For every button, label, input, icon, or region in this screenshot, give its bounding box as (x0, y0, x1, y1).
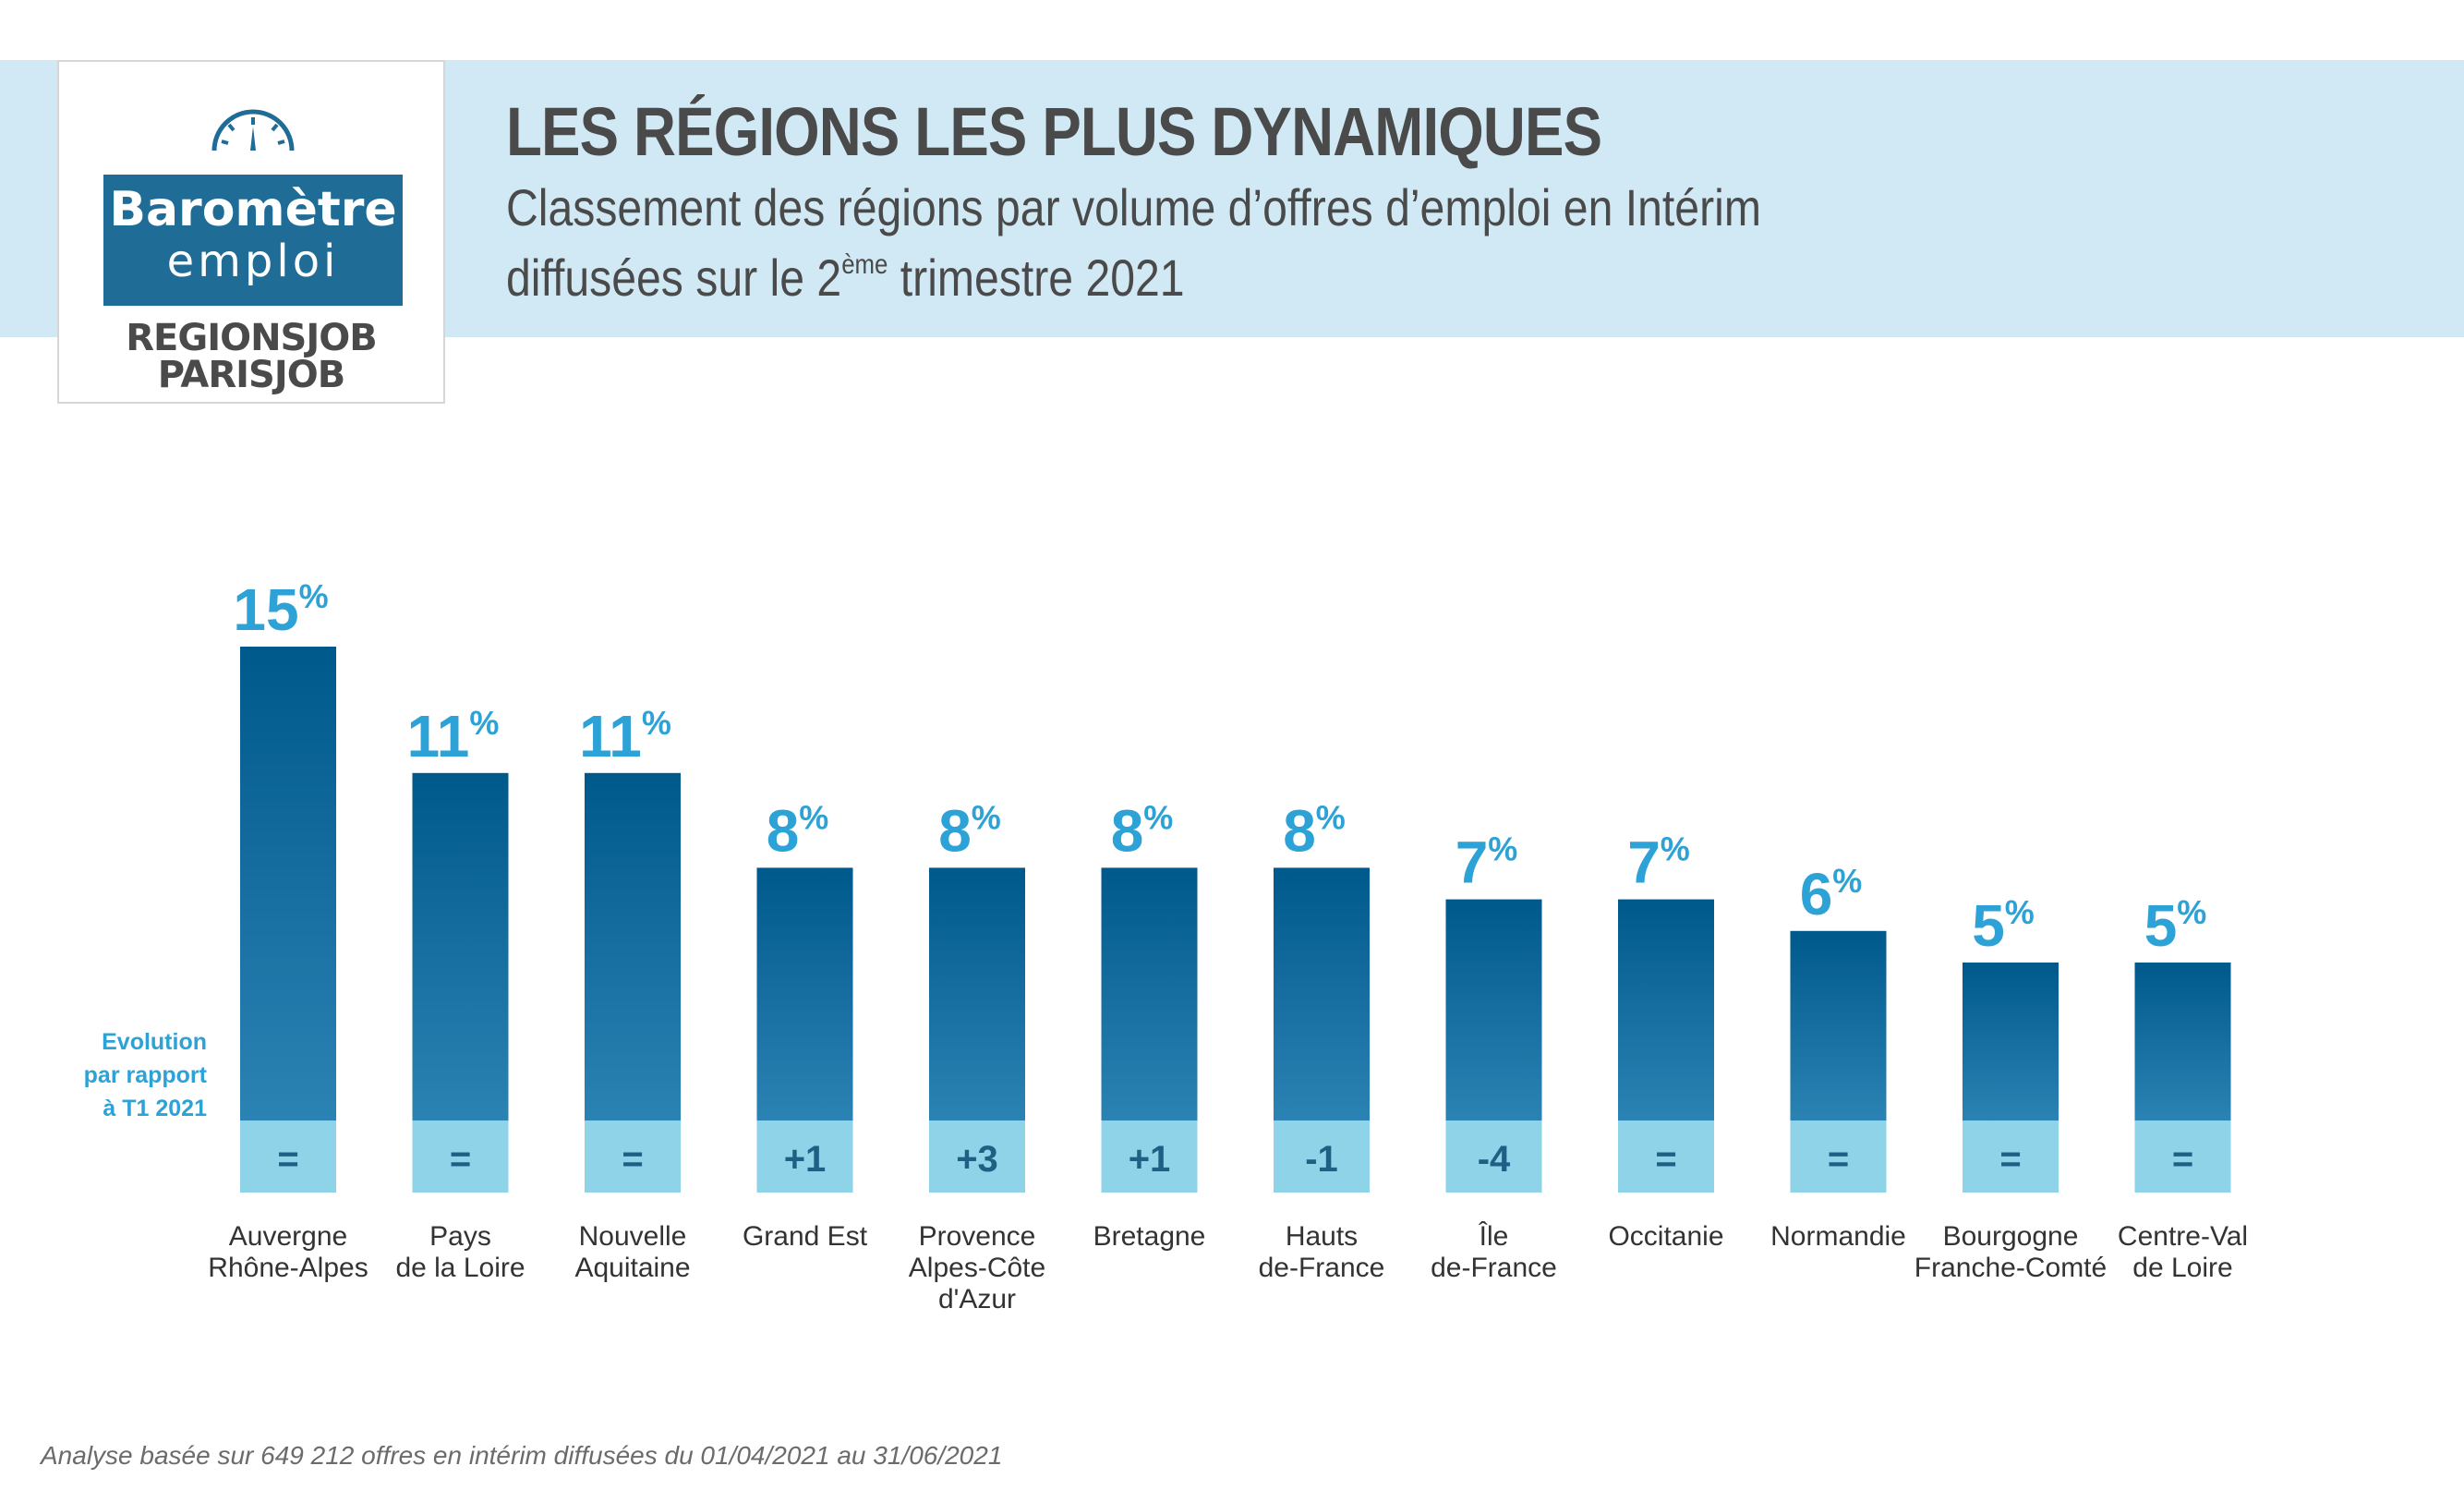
evolution-cell (1101, 1120, 1198, 1193)
value-label: 11% (407, 703, 500, 769)
evolution-cell (1790, 1120, 1887, 1193)
value-label: 8% (767, 797, 829, 864)
category-label: Provence Alpes-Côte d'Azur (909, 1221, 1045, 1314)
category-label: Île de-France (1431, 1221, 1557, 1283)
category-label: Hauts de-France (1259, 1221, 1385, 1283)
category-label: Bretagne (1093, 1221, 1206, 1252)
value-label: 7% (1455, 830, 1518, 896)
evolution-cell (1274, 1120, 1370, 1193)
value-label: 5% (1972, 892, 2035, 959)
evolution-value: = (1655, 1139, 1676, 1180)
evolution-label: Evolution par rapport à T1 2021 (55, 1025, 207, 1125)
evolution-value: = (277, 1139, 298, 1180)
chart-subtitle-line1: Classement des régions par volume d’offr… (506, 178, 1761, 236)
logo-badge: Baromètre emploi (103, 175, 403, 306)
value-label: 7% (1627, 830, 1690, 896)
category-label: Auvergne Rhône-Alpes (208, 1221, 368, 1283)
bar (1618, 899, 1714, 1120)
evolution-value: -4 (1478, 1139, 1511, 1180)
category-label: Pays de la Loire (395, 1221, 525, 1283)
value-label: 8% (1283, 797, 1346, 864)
value-label: 6% (1800, 861, 1863, 927)
subtitle-post: trimestre 2021 (888, 248, 1185, 307)
bar (929, 867, 1025, 1120)
evolution-cell (412, 1120, 509, 1193)
chart-title: LES RÉGIONS LES PLUS DYNAMIQUES (506, 93, 1602, 170)
bar (585, 772, 681, 1120)
evolution-value: = (1999, 1139, 2021, 1180)
evolution-value: +3 (956, 1139, 998, 1180)
brand-regionsjob: REGIONSJOB (126, 317, 378, 359)
evolution-value: = (622, 1139, 643, 1180)
category-label: Nouvelle Aquitaine (574, 1221, 690, 1283)
chart-subtitle-line2: diffusées sur le 2ème trimestre 2021 (506, 248, 1185, 308)
subtitle-pre: diffusées sur le 2 (506, 248, 842, 307)
brand-parisjob: PARISJOB (157, 354, 345, 396)
category-label: Normandie (1770, 1221, 1906, 1252)
value-label: 11% (579, 703, 671, 769)
evolution-value: = (1828, 1139, 1849, 1180)
evolution-value: = (450, 1139, 471, 1180)
bar (412, 772, 509, 1120)
category-label: Grand Est (743, 1221, 868, 1252)
category-label: Occitanie (1608, 1221, 1723, 1252)
footnote: Analyse basée sur 649 212 offres en inté… (41, 1441, 1003, 1470)
evolution-label-line: à T1 2021 (103, 1096, 207, 1121)
gauge-icon (211, 109, 295, 151)
logo-line1: Baromètre (109, 182, 397, 237)
evolution-cell (929, 1120, 1025, 1193)
bar (1963, 963, 2059, 1120)
evolution-cell (585, 1120, 681, 1193)
evolution-cell (240, 1120, 336, 1193)
value-label: 15% (233, 576, 328, 643)
evolution-cell (1963, 1120, 2059, 1193)
value-label: 8% (938, 797, 1001, 864)
bar (1445, 899, 1542, 1120)
subtitle-sup: ème (841, 249, 888, 280)
evolution-cell (756, 1120, 853, 1193)
bar (240, 647, 336, 1120)
value-label: 8% (1111, 797, 1174, 864)
evolution-value: +1 (1129, 1139, 1171, 1180)
bar (1101, 867, 1198, 1120)
bar (1790, 930, 1887, 1120)
evolution-label-line: Evolution (102, 1029, 207, 1055)
evolution-cell (1618, 1120, 1714, 1193)
bar (2134, 963, 2231, 1120)
barometre-logo: Baromètre emploi REGIONSJOB PARISJOB (57, 60, 445, 404)
evolution-cell (2134, 1120, 2231, 1193)
evolution-value: = (2172, 1139, 2193, 1180)
logo-line2: emploi (166, 236, 340, 287)
evolution-value: +1 (784, 1139, 827, 1180)
category-label: Bourgogne Franche-Comté (1914, 1221, 2107, 1283)
bars-group: = 15% Auvergne Rhône-Alpes = 11% Pays de la Loi… (208, 576, 2248, 1314)
category-label: Centre-Val de Loire (2118, 1221, 2248, 1283)
evolution-value: -1 (1305, 1139, 1338, 1180)
bar (756, 867, 853, 1120)
evolution-cell (1445, 1120, 1542, 1193)
evolution-label-line: par rapport (83, 1062, 207, 1088)
bar (1274, 867, 1370, 1120)
value-label: 5% (2144, 892, 2207, 959)
